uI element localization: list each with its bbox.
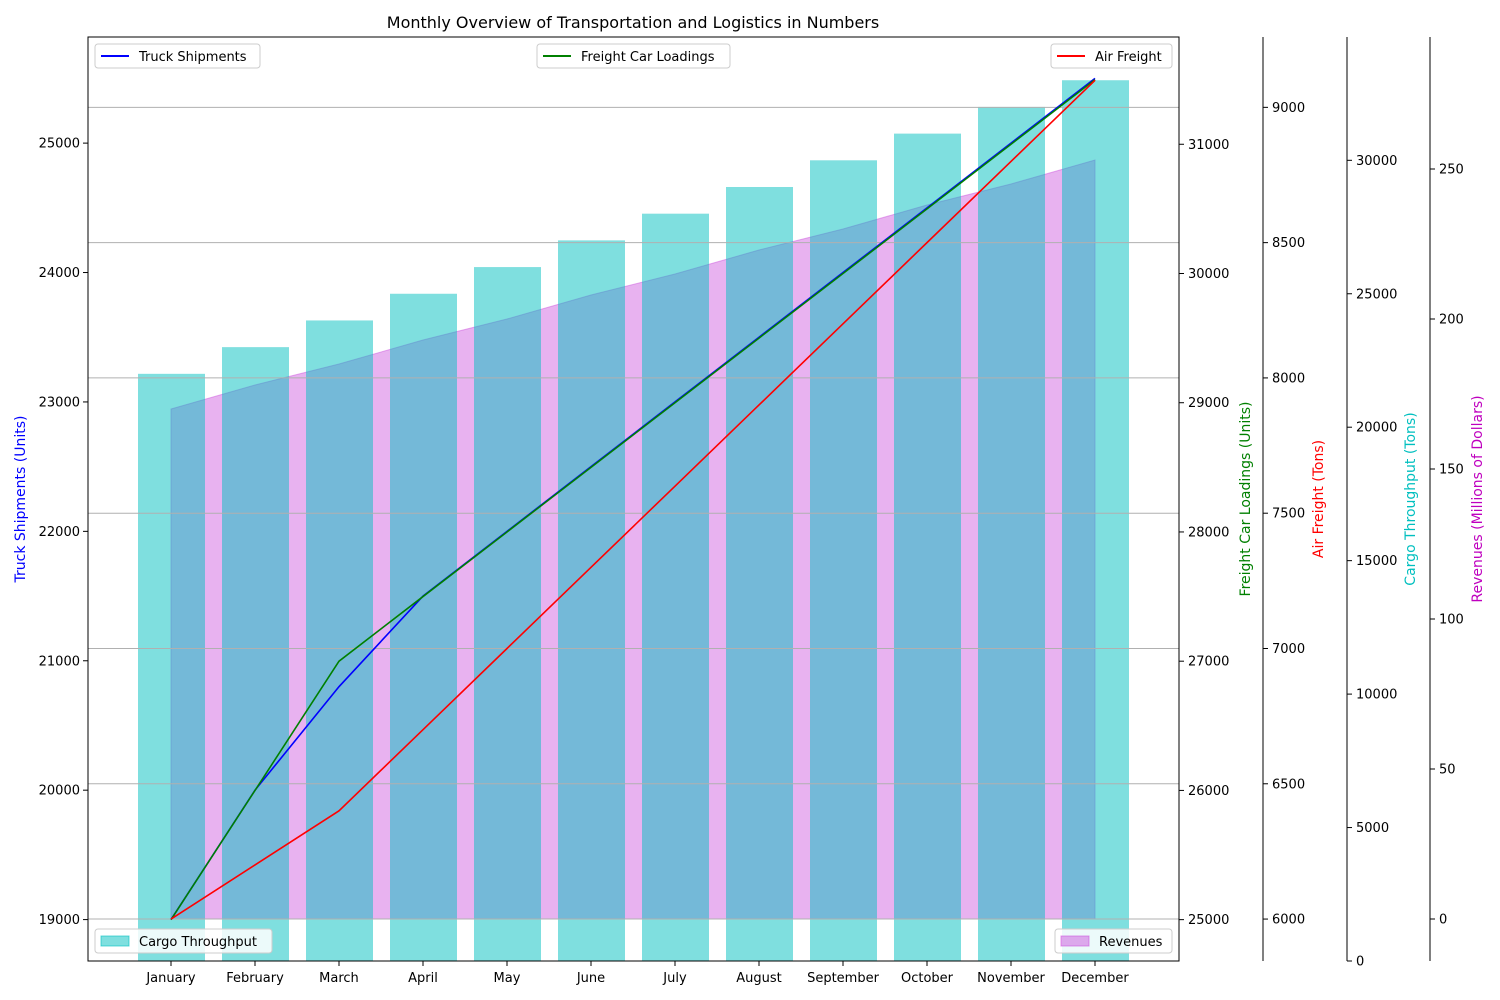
cargo-bar [726,186,793,962]
x-tick-label: June [576,971,605,986]
freight-tick-label: 30000 [1188,267,1229,282]
plot-area: January February March April May June July Augu… [13,36,1486,986]
air-tick-label: 6500 [1272,777,1305,792]
legend-cargo-throughput-swatch [100,935,130,947]
cargo-bar [306,320,373,961]
cargo-tick-label: 5000 [1356,821,1389,836]
x-tick-label: May [494,971,521,986]
freight-axis-label: Freight Car Loadings (Units) [1238,402,1254,597]
legend-air-freight: Air Freight [1050,43,1173,69]
legend-cargo-throughput-label: Cargo Throughput [139,935,257,950]
truck-tick-label: 25000 [39,137,80,152]
legend-cargo-throughput-box [94,928,273,954]
legend-revenues-swatch [1060,935,1090,947]
cargo-tick-label: 0 [1356,955,1364,970]
legend-freight-car-loadings-label: Freight Car Loadings [581,50,715,65]
air-tick-label: 9000 [1272,101,1305,116]
x-tick-label: October [901,971,954,986]
cargo-bar [642,213,709,962]
truck-tick-label: 24000 [39,266,80,281]
cargo-tick-label: 20000 [1356,421,1397,436]
cargo-bar [1062,80,1129,962]
revenue-tick-label: 150 [1439,463,1464,478]
cargo-bar [558,240,625,961]
freight-tick-label: 31000 [1188,138,1229,153]
freight-tick-label: 25000 [1188,913,1229,928]
air-tick-label: 8000 [1272,371,1305,386]
x-tick-label: February [226,971,284,986]
truck-tick-label: 20000 [39,784,80,799]
legend-revenues: Revenues [1054,928,1173,954]
cargo-bar [474,267,541,961]
cargo-bar [138,373,205,961]
cargo-bar [222,347,289,961]
cargo-bar [894,133,961,961]
cargo-bar [978,106,1045,962]
legend-air-freight-box [1050,43,1173,69]
revenue-tick-label: 200 [1439,313,1464,328]
legend-revenues-label: Revenues [1099,935,1163,950]
air-tick-label: 8500 [1272,236,1305,251]
truck-tick-label: 22000 [39,525,80,540]
freight-tick-label: 28000 [1188,525,1229,540]
legend-revenues-box [1054,928,1173,954]
legend-truck-shipments-box [94,43,261,69]
x-tick-label: April [408,971,438,986]
x-tick-label: July [662,971,687,986]
freight-tick-label: 29000 [1188,396,1229,411]
cargo-tick-label: 30000 [1356,154,1397,169]
plot-frame [87,36,1180,962]
x-tick-label: September [807,971,880,986]
air-axis-label: Air Freight (Tons) [1311,440,1327,558]
freight-car-loadings-line [170,79,1096,921]
legend-air-freight-label: Air Freight [1095,50,1162,65]
air-freight-line [170,79,1096,920]
revenue-tick-label: 250 [1439,163,1464,178]
air-tick-label: 7000 [1272,642,1305,657]
x-tick-label: November [977,971,1045,986]
revenue-axis-label: Revenues (Millions of Dollars) [1470,395,1486,602]
revenue-tick-label: 50 [1439,763,1456,778]
cargo-tick-label: 15000 [1356,554,1397,569]
x-tick-label: August [736,971,782,986]
x-tick-label: December [1061,971,1129,986]
legend-truck-shipments: Truck Shipments [94,43,261,69]
revenue-tick-label: 0 [1439,913,1447,928]
cargo-bar [390,293,457,962]
truck-tick-label: 19000 [39,913,80,928]
freight-tick-label: 26000 [1188,784,1229,799]
x-tick-label: January [145,971,196,986]
chart-title: Monthly Overview of Transportation and L… [387,13,879,32]
cargo-bar [810,160,877,961]
truck-tick-label: 21000 [39,654,80,669]
x-tick-label: March [319,971,359,986]
legend-freight-car-loadings: Freight Car Loadings [536,43,731,69]
revenue-tick-label: 100 [1439,613,1464,628]
legend-freight-car-loadings-box [536,43,731,69]
legend-truck-shipments-label: Truck Shipments [138,50,247,65]
air-tick-label: 7500 [1272,507,1305,522]
cargo-axis-label: Cargo Throughput (Tons) [1403,412,1419,585]
truck-axis-label: Truck Shipments (Units) [13,416,29,584]
cargo-tick-label: 25000 [1356,287,1397,302]
truck-tick-label: 23000 [39,395,80,410]
legend-cargo-throughput: Cargo Throughput [94,928,273,954]
air-tick-label: 6000 [1272,913,1305,928]
cargo-tick-label: 10000 [1356,688,1397,703]
freight-tick-label: 27000 [1188,655,1229,670]
